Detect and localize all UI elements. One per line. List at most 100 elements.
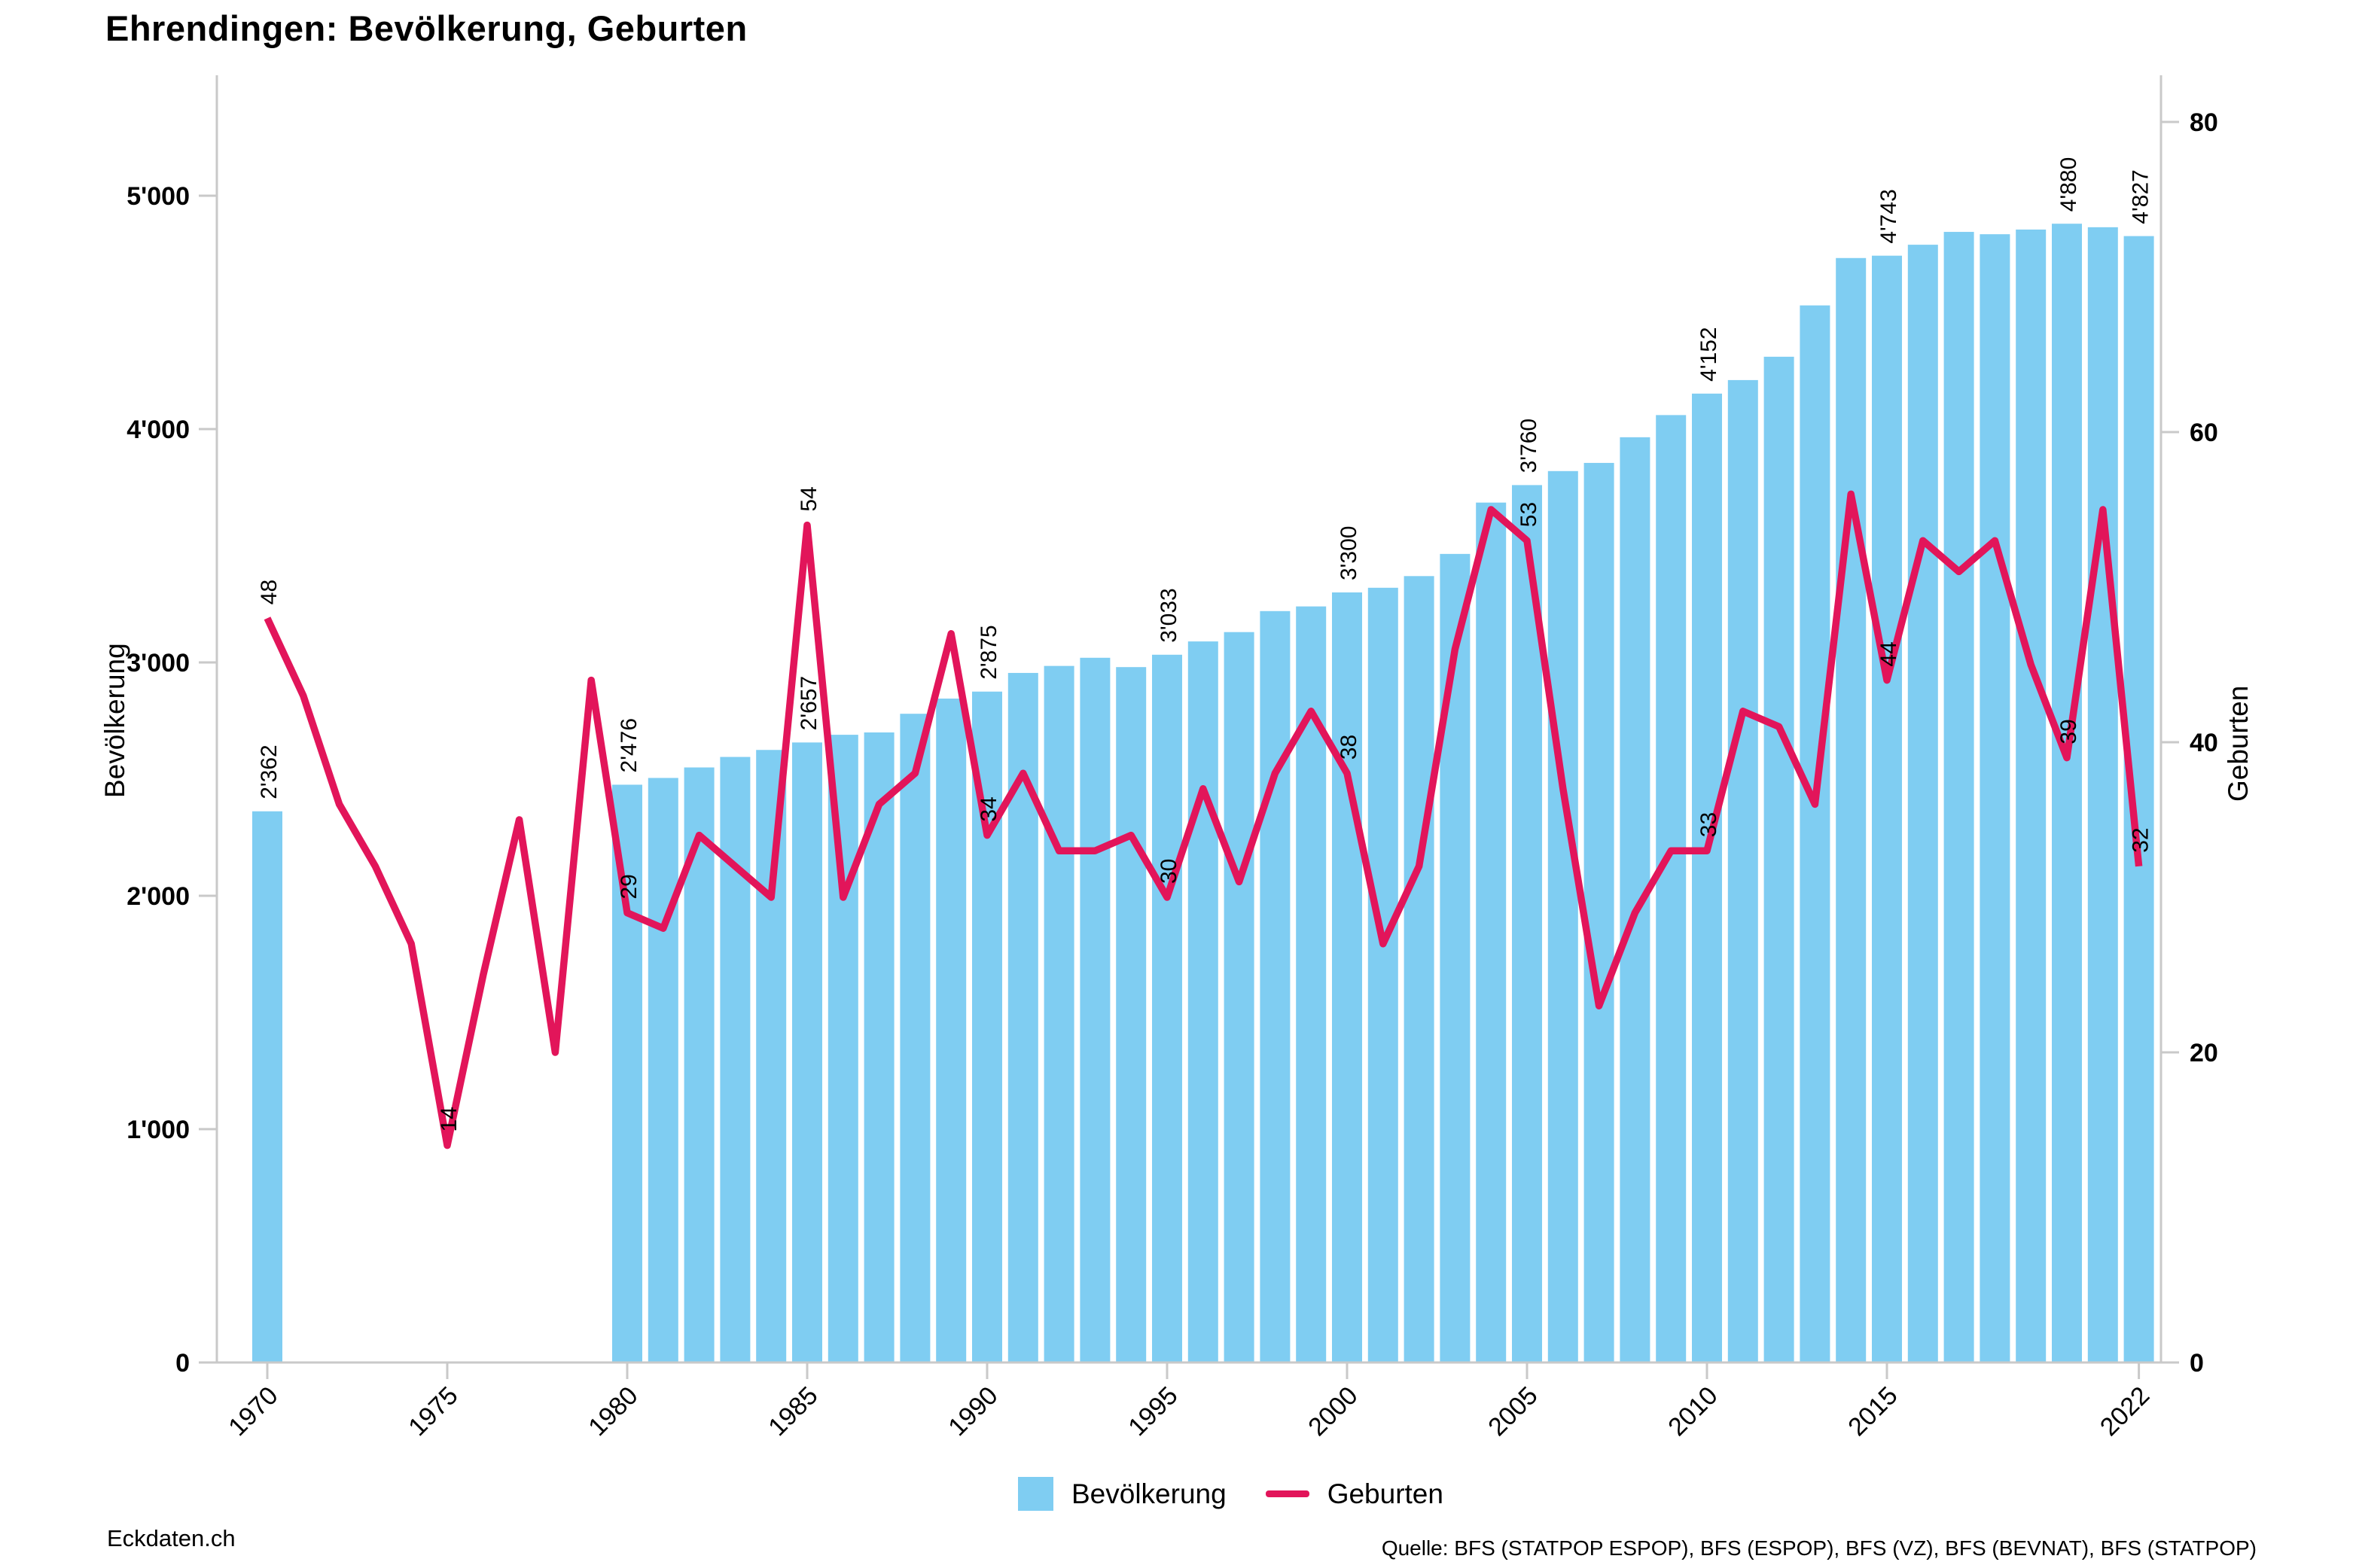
population-bar-2009 <box>1656 415 1687 1362</box>
legend: Bevölkerung Geburten <box>1018 1477 1443 1511</box>
line-value-label-2005: 53 <box>1516 502 1541 527</box>
population-bar-2002 <box>1404 576 1434 1362</box>
x-tick-label-2015: 2015 <box>1842 1381 1903 1442</box>
population-bar-2012 <box>1763 356 1794 1362</box>
population-bar-1992 <box>1044 665 1074 1362</box>
population-bar-1993 <box>1080 657 1111 1362</box>
population-bar-1995 <box>1152 654 1182 1362</box>
population-bar-2000 <box>1332 592 1362 1362</box>
population-bar-2003 <box>1440 553 1471 1362</box>
x-tick-label-2022: 2022 <box>2095 1381 2155 1442</box>
births-line-group <box>264 490 2143 1149</box>
population-bar-1984 <box>756 750 787 1362</box>
population-bar-1981 <box>648 778 678 1362</box>
line-value-label-2000: 38 <box>1337 735 1361 760</box>
population-bar-2016 <box>1907 245 1938 1363</box>
right-tick-label: 20 <box>2190 1039 2218 1067</box>
population-bar-2019 <box>2016 229 2047 1363</box>
right-axis-title: Geburten <box>2223 686 2254 802</box>
line-value-label-1990: 34 <box>977 796 1001 821</box>
population-bars <box>252 224 2154 1363</box>
bar-value-label-2010: 4'152 <box>1696 327 1721 381</box>
left-axis-title: Bevölkerung <box>99 643 130 798</box>
population-bar-2010 <box>1692 393 1722 1362</box>
footer-brand: Eckdaten.ch <box>107 1525 236 1551</box>
left-tick-label: 2'000 <box>126 882 190 911</box>
right-tick-label: 60 <box>2190 419 2218 447</box>
births-line <box>264 490 2143 1149</box>
population-bar-2013 <box>1800 305 1830 1363</box>
x-tick-label-1975: 1975 <box>403 1381 463 1442</box>
footer-source: Quelle: BFS (STATPOP ESPOP), BFS (ESPOP)… <box>1381 1536 2257 1560</box>
bar-value-label-1995: 3'033 <box>1157 588 1181 642</box>
line-value-label-2010: 33 <box>1696 812 1721 837</box>
x-tick-label-1980: 1980 <box>583 1381 643 1442</box>
line-value-label-1980: 29 <box>617 874 642 899</box>
legend-births-swatch <box>1265 1490 1309 1497</box>
population-bar-2021 <box>2087 227 2118 1363</box>
left-tick-label: 5'000 <box>126 182 190 211</box>
bar-value-label-2015: 4'743 <box>1876 189 1901 243</box>
legend-births-label: Geburten <box>1327 1478 1443 1509</box>
line-value-label-2022: 32 <box>2129 827 2153 852</box>
population-bar-2014 <box>1836 257 1867 1362</box>
x-tick-label-1970: 1970 <box>223 1381 283 1442</box>
line-value-label-1985: 54 <box>797 486 821 511</box>
population-bar-1999 <box>1296 606 1327 1362</box>
x-tick-label-1985: 1985 <box>763 1381 823 1442</box>
population-bar-1986 <box>828 735 858 1362</box>
population-bar-2020 <box>2052 224 2082 1363</box>
population-bar-1997 <box>1224 632 1254 1362</box>
population-bar-1970 <box>252 811 282 1362</box>
population-bar-2004 <box>1476 502 1507 1362</box>
x-tick-label-2010: 2010 <box>1663 1381 1723 1442</box>
bar-value-label-1985: 2'657 <box>797 676 821 730</box>
right-tick-label: 0 <box>2190 1349 2204 1378</box>
population-bar-2007 <box>1583 462 1614 1363</box>
value-labels: 2'362 2'476 2'657 2'875 3'033 3'300 3'760 4'152… <box>257 157 2153 1132</box>
population-bar-1989 <box>936 699 967 1362</box>
bar-value-label-2020: 4'880 <box>2056 157 2081 212</box>
population-bar-1980 <box>612 784 642 1362</box>
x-tick-label-1990: 1990 <box>943 1381 1003 1442</box>
population-bar-1988 <box>900 714 931 1362</box>
x-tick-label-2005: 2005 <box>1483 1381 1543 1442</box>
line-value-label-1995: 30 <box>1157 859 1181 884</box>
line-value-label-2015: 44 <box>1876 641 1901 666</box>
chart-title: Ehrendingen: Bevölkerung, Geburten <box>105 8 748 48</box>
bar-value-label-1990: 2'875 <box>977 625 1001 679</box>
x-tick-label-2000: 2000 <box>1303 1381 1363 1442</box>
population-bar-1996 <box>1187 641 1218 1362</box>
population-bar-2017 <box>1943 232 1974 1362</box>
bar-value-label-1980: 2'476 <box>617 718 642 772</box>
line-value-label-2020: 39 <box>2056 719 2081 744</box>
population-bar-2001 <box>1367 587 1398 1362</box>
population-bar-2022 <box>2123 236 2154 1362</box>
population-bar-1994 <box>1116 667 1147 1362</box>
bar-value-label-1970: 2'362 <box>257 744 282 799</box>
population-bar-2015 <box>1872 255 1902 1362</box>
bar-value-label-2005: 3'760 <box>1516 419 1541 473</box>
bar-value-label-2022: 4'827 <box>2129 169 2153 224</box>
line-value-label-1975: 14 <box>437 1107 462 1131</box>
right-tick-label: 80 <box>2190 108 2218 137</box>
left-tick-label: 1'000 <box>126 1116 190 1144</box>
population-bar-1990 <box>972 691 1002 1362</box>
population-bar-1983 <box>720 757 751 1362</box>
left-tick-label: 0 <box>175 1349 190 1378</box>
right-tick-label: 40 <box>2190 729 2218 757</box>
line-value-label-1970: 48 <box>257 580 282 604</box>
left-tick-label: 3'000 <box>126 649 190 677</box>
legend-population-label: Bevölkerung <box>1071 1478 1227 1509</box>
population-bar-2018 <box>1980 234 2010 1362</box>
population-bar-2011 <box>1727 379 1758 1362</box>
left-tick-label: 4'000 <box>126 416 190 444</box>
population-bar-1985 <box>792 742 822 1362</box>
population-bar-2006 <box>1547 470 1578 1362</box>
x-tick-label-1995: 1995 <box>1123 1381 1183 1442</box>
bar-value-label-2000: 3'300 <box>1337 526 1361 580</box>
population-bar-1998 <box>1260 610 1291 1362</box>
legend-population-swatch <box>1018 1477 1053 1511</box>
